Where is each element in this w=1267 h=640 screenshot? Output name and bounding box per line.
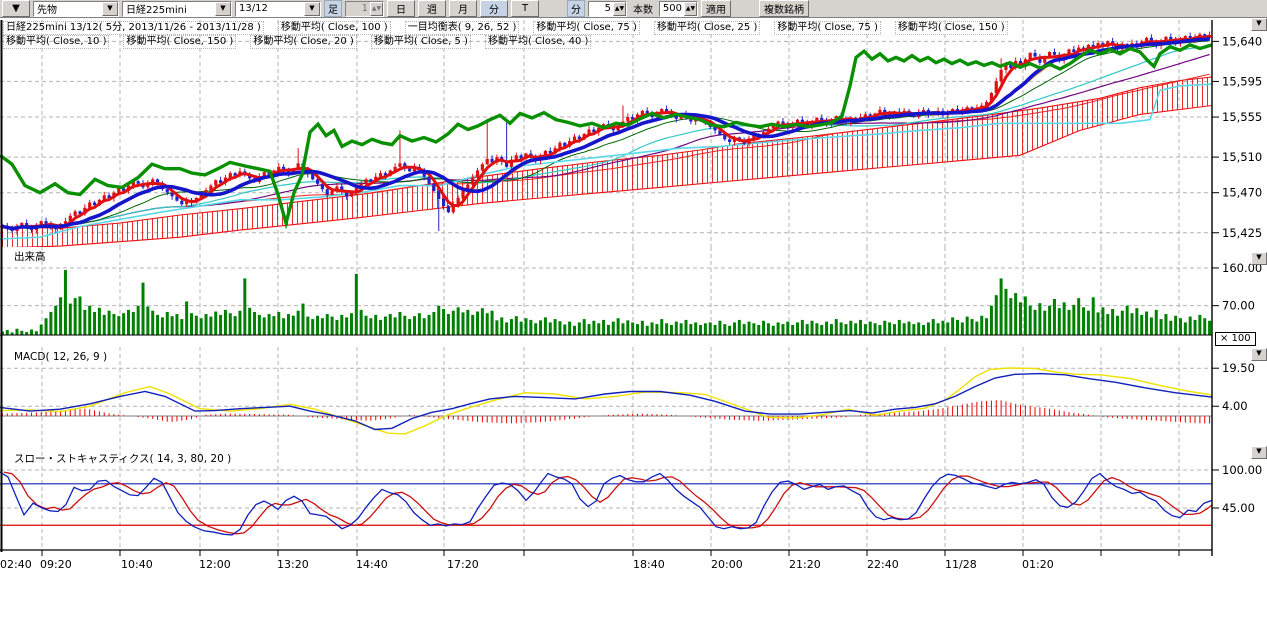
svg-text:15,555: 15,555 (1222, 110, 1262, 124)
legend-item-ma150b[interactable]: 移動平均( Close, 150 ) (123, 35, 237, 49)
thick-ma-lines (0, 34, 1212, 231)
legend-item-ma20[interactable]: 移動平均( Close, 20 ) (250, 35, 357, 49)
period-tick-button[interactable]: T (511, 0, 539, 17)
legend-item-ma150[interactable]: 移動平均( Close, 150 ) (894, 21, 1008, 35)
legend-item-symbol[interactable]: 日経225mini 13/12( 5分, 2013/11/26 - 2013/1… (3, 21, 264, 35)
symbol-value: 日経225mini (126, 5, 187, 16)
svg-text:4.00: 4.00 (1222, 399, 1248, 413)
chevron-down-icon[interactable]: ▼ (215, 1, 231, 16)
symbol-select[interactable]: 日経225mini ▼ (122, 0, 232, 17)
minute-stepper[interactable]: 5 ▲▼ (588, 0, 627, 17)
chart-canvas[interactable]: 15,640 15,595 15,555 15,510 15,470 15,425 160.… (0, 18, 1267, 640)
timeframe-label: 足 (324, 0, 342, 17)
spinner-arrows-icon[interactable]: ▲▼ (370, 1, 383, 16)
macd-panel-menu-button[interactable]: ▼ (1251, 348, 1267, 361)
svg-text:15,595: 15,595 (1222, 74, 1262, 88)
contract-value: 13/12 (239, 3, 268, 14)
bar-count-label: 本数 (633, 5, 653, 16)
legend-item-ichimoku[interactable]: 一目均衡表( 9, 26, 52 ) (404, 21, 520, 35)
chevron-down-icon[interactable]: ▼ (2, 0, 30, 17)
period-month-button[interactable]: 月 (449, 0, 477, 17)
time-axis-labels: 02:40 09:20 10:40 12:00 13:20 14:40 17:20 18:40… (0, 550, 1180, 571)
svg-text:14:40: 14:40 (356, 558, 388, 571)
svg-text:11/28: 11/28 (945, 558, 977, 571)
svg-text:19.50: 19.50 (1222, 361, 1255, 375)
price-panel (0, 38, 1212, 247)
volume-panel-menu-button[interactable]: ▼ (1251, 252, 1267, 265)
legend-item-ma25[interactable]: 移動平均( Close, 25 ) (653, 21, 761, 35)
minute-label: 分 (567, 0, 585, 17)
legend-item-ma5[interactable]: 移動平均( Close, 5 ) (370, 35, 471, 49)
svg-text:15,470: 15,470 (1222, 186, 1262, 200)
gridlines (0, 20, 1212, 548)
volume-panel (0, 270, 1212, 336)
legend-row-1: 日経225mini 13/12( 5分, 2013/11/26 - 2013/1… (3, 21, 1008, 35)
macd-panel-label: MACD( 12, 26, 9 ) (14, 351, 108, 363)
legend-item-ma100[interactable]: 移動平均( Close, 100 ) (277, 21, 391, 35)
svg-text:15,640: 15,640 (1222, 34, 1262, 48)
macd-panel (0, 367, 1213, 435)
chevron-down-icon[interactable]: ▼ (304, 1, 320, 16)
stoch-panel-label: スロー・ストキャスティクス( 14, 3, 80, 20 ) (14, 453, 232, 465)
volume-multiplier-badge: × 100 (1215, 332, 1256, 346)
period-day-button[interactable]: 日 (387, 0, 415, 17)
svg-text:12:00: 12:00 (199, 558, 231, 571)
multi-symbol-button[interactable]: 複数銘柄 (759, 0, 809, 17)
svg-text:10:40: 10:40 (121, 558, 153, 571)
price-panel-menu-button[interactable]: ▼ (1251, 18, 1267, 31)
svg-text:15,425: 15,425 (1222, 226, 1262, 240)
svg-text:21:20: 21:20 (789, 558, 821, 571)
legend-item-ma10[interactable]: 移動平均( Close, 10 ) (3, 35, 110, 49)
chevron-down-icon[interactable]: ▼ (102, 1, 118, 16)
axes (0, 20, 1213, 556)
price-axis-labels: 15,640 15,595 15,555 15,510 15,470 15,425 (1212, 34, 1262, 240)
spinner-arrows-icon[interactable]: ▲▼ (613, 1, 626, 16)
svg-text:13:20: 13:20 (277, 558, 309, 571)
svg-text:02:40: 02:40 (0, 558, 32, 571)
svg-text:100.00: 100.00 (1222, 463, 1262, 477)
legend-item-ma75b[interactable]: 移動平均( Close, 75 ) (774, 21, 881, 35)
category-value: 先物 (37, 5, 57, 16)
minute-value: 5 (604, 3, 611, 14)
legend-item-ma40[interactable]: 移動平均( Close, 40 ) (484, 35, 592, 49)
svg-text:20:00: 20:00 (711, 558, 743, 571)
toolbar: ▼ 先物 ▼ 日経225mini ▼ 13/12 ▼ 足 1 ▲▼ 日 週 月 … (0, 0, 1267, 18)
svg-text:22:40: 22:40 (867, 558, 899, 571)
period-minute-button[interactable]: 分 (480, 0, 508, 17)
svg-text:15,510: 15,510 (1222, 150, 1262, 164)
stoch-axis-labels: 100.00 45.00 (1212, 463, 1262, 515)
svg-text:09:20: 09:20 (40, 558, 72, 571)
svg-text:45.00: 45.00 (1222, 501, 1255, 515)
stoch-panel-menu-button[interactable]: ▼ (1251, 446, 1267, 459)
chevron-down-glyph: ▼ (12, 3, 20, 14)
period-week-button[interactable]: 週 (418, 0, 446, 17)
macd-axis-labels: 19.50 4.00 (1212, 361, 1255, 413)
stochastics-panel (0, 471, 1213, 536)
bar-count-value: 500 (662, 3, 682, 14)
svg-text:17:20: 17:20 (447, 558, 479, 571)
legend-row-2: 移動平均( Close, 10 ) 移動平均( Close, 150 ) 移動平… (3, 35, 592, 49)
apply-button[interactable]: 適用 (701, 0, 731, 17)
interval-stepper[interactable]: 1 ▲▼ (345, 0, 384, 17)
legend-item-ma75[interactable]: 移動平均( Close, 75 ) (533, 21, 640, 35)
spinner-arrows-icon[interactable]: ▲▼ (684, 1, 697, 16)
svg-text:70.00: 70.00 (1222, 299, 1255, 313)
category-select[interactable]: 先物 ▼ (33, 0, 119, 17)
svg-text:01:20: 01:20 (1022, 558, 1054, 571)
svg-text:18:40: 18:40 (633, 558, 665, 571)
contract-month-select[interactable]: 13/12 ▼ (235, 0, 321, 17)
volume-panel-label: 出来高 (14, 251, 46, 263)
bar-count-stepper[interactable]: 500 ▲▼ (659, 0, 698, 17)
interval-value: 1 (361, 3, 368, 14)
